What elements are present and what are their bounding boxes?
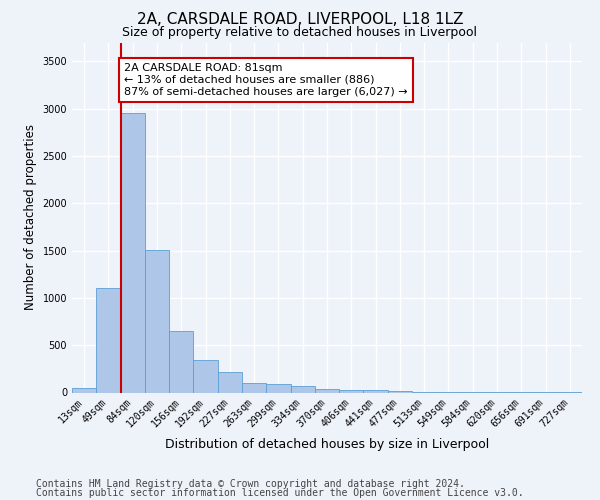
- Bar: [388, 390, 412, 392]
- Text: Size of property relative to detached houses in Liverpool: Size of property relative to detached ho…: [122, 26, 478, 39]
- Bar: [193, 360, 218, 392]
- Bar: [266, 384, 290, 392]
- Bar: [169, 331, 193, 392]
- Bar: [364, 390, 388, 392]
- X-axis label: Distribution of detached houses by size in Liverpool: Distribution of detached houses by size …: [165, 438, 489, 450]
- Bar: [290, 386, 315, 392]
- Bar: [315, 389, 339, 392]
- Text: 2A, CARSDALE ROAD, LIVERPOOL, L18 1LZ: 2A, CARSDALE ROAD, LIVERPOOL, L18 1LZ: [137, 12, 463, 28]
- Bar: [145, 250, 169, 392]
- Text: Contains HM Land Registry data © Crown copyright and database right 2024.: Contains HM Land Registry data © Crown c…: [36, 479, 465, 489]
- Bar: [242, 382, 266, 392]
- Bar: [96, 288, 121, 393]
- Bar: [72, 388, 96, 392]
- Y-axis label: Number of detached properties: Number of detached properties: [24, 124, 37, 310]
- Text: Contains public sector information licensed under the Open Government Licence v3: Contains public sector information licen…: [36, 488, 524, 498]
- Text: 2A CARSDALE ROAD: 81sqm
← 13% of detached houses are smaller (886)
87% of semi-d: 2A CARSDALE ROAD: 81sqm ← 13% of detache…: [124, 64, 408, 96]
- Bar: [339, 390, 364, 392]
- Bar: [218, 372, 242, 392]
- Bar: [121, 114, 145, 392]
